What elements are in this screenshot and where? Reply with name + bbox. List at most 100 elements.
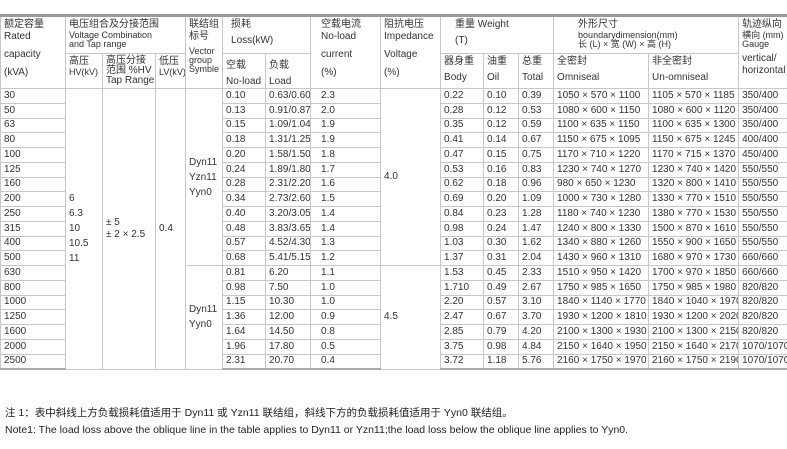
cell-gauge: 820/820 [738, 324, 787, 340]
table-row: 30 6 6.3 10 10.5 11 ± 5 ± 2 × 2.5 0.4 Dyn11 Yzn11 Y… [0, 88, 787, 370]
cell-lv: 0.4 [154, 88, 187, 370]
cell-noload-loss: 0.81 [222, 265, 267, 281]
cell-line: Dyn11 [189, 304, 218, 316]
cell-noload-loss: 1.64 [222, 324, 267, 340]
cell-oil-weight: 0.18 [483, 176, 520, 193]
cell-omniseal-dimension: 1340 × 880 × 1260 [553, 235, 650, 252]
cell-gauge: 350/400 [738, 102, 787, 119]
cell-omniseal-dimension: 1240 × 800 × 1330 [553, 220, 650, 237]
cell-unomniseal-dimension: 1700 × 970 × 1850 [648, 265, 740, 281]
cell-total-weight: 1.28 [518, 206, 555, 222]
cell-body-weight: 0.53 [440, 161, 485, 178]
cell-gauge: 820/820 [738, 279, 787, 296]
cell-capacity: 1000 [0, 294, 66, 311]
cell-noload-current: 1.3 [310, 235, 382, 252]
cell-noload-loss: 0.40 [222, 206, 267, 222]
cell-capacity: 125 [0, 161, 66, 178]
cell-gauge: 1070/1070 [738, 338, 787, 355]
cell-oil-weight: 0.12 [483, 102, 520, 119]
cell-capacity: 2500 [0, 353, 66, 371]
cell-noload-loss: 0.98 [222, 279, 267, 296]
cell-load-loss: 0.91/0.87 [265, 102, 312, 119]
cell-body-weight: 0.41 [440, 132, 485, 148]
cell-noload-loss: 0.48 [222, 220, 267, 237]
cell-load-loss: 7.50 [265, 279, 312, 296]
cell-total-weight: 0.39 [518, 88, 555, 104]
cell-noload-loss: 1.96 [222, 338, 267, 355]
note-chinese: 注 1：表中斜线上方负载损耗值适用于 Dyn11 或 Yzn11 联结组，斜线下… [5, 407, 513, 419]
cell-body-weight: 1.710 [440, 279, 485, 296]
cell-oil-weight: 0.16 [483, 161, 520, 178]
cell-oil-weight: 0.30 [483, 235, 520, 252]
header-hv: 高压 HV(kV) [65, 53, 103, 89]
cell-unomniseal-dimension: 1550 × 900 × 1650 [648, 235, 740, 252]
cell-noload-loss: 1.36 [222, 309, 267, 325]
cell-omniseal-dimension: 1150 × 675 × 1095 [553, 132, 650, 148]
cell-unomniseal-dimension: 1170 × 715 × 1370 [648, 147, 740, 163]
header-impedance: 阻抗电压 Impedance Voltage (%) [380, 14, 442, 89]
cell-noload-current: 1.0 [310, 294, 382, 311]
cell-oil-weight: 0.15 [483, 147, 520, 163]
cell-total-weight: 2.67 [518, 279, 555, 296]
cell-load-loss: 1.58/1.50 [265, 147, 312, 163]
cell-capacity: 630 [0, 265, 66, 281]
cell-unomniseal-dimension: 1750 × 985 × 1980 [648, 279, 740, 296]
cell-oil-weight: 0.67 [483, 309, 520, 325]
header-loss: 损耗 Loss(kW) [222, 14, 312, 54]
cell-oil-weight: 0.45 [483, 265, 520, 281]
table-row: 63 0.15 1.09/1.04 1.9 0.35 0.12 0.59 1100 × 635… [0, 117, 787, 134]
cell-gauge: 550/550 [738, 191, 787, 207]
cell-oil-weight: 0.79 [483, 324, 520, 340]
cell-noload-current: 1.6 [310, 176, 382, 193]
cell-load-loss: 1.31/1.25 [265, 132, 312, 148]
cell-load-loss: 14.50 [265, 324, 312, 340]
cell-noload-loss: 0.10 [222, 88, 267, 104]
note-english: Note1: The load loss above the oblique l… [5, 424, 629, 436]
cell-gauge: 450/400 [738, 147, 787, 163]
header-capacity: 额定容量 Rated capacity (kVA) [0, 14, 66, 89]
cell-omniseal-dimension: 1180 × 740 × 1230 [553, 206, 650, 222]
cell-capacity: 400 [0, 235, 66, 252]
cell-load-loss: 1.89/1.80 [265, 161, 312, 178]
header-load-loss: 负载 Load [265, 53, 312, 89]
cell-noload-loss: 0.57 [222, 235, 267, 252]
table-row: 2000 1.96 17.80 0.5 3.75 0.98 4.84 2150 × 1640 … [0, 338, 787, 355]
cell-load-loss: 2.31/2.20 [265, 176, 312, 193]
cell-load-loss: 12.00 [265, 309, 312, 325]
cell-unomniseal-dimension: 2160 × 1750 × 2190 [648, 353, 740, 371]
cell-line: Yyn0 [189, 186, 212, 198]
cell-noload-loss: 0.13 [222, 102, 267, 119]
cell-oil-weight: 0.12 [483, 117, 520, 134]
cell-body-weight: 0.28 [440, 102, 485, 119]
cell-noload-loss: 0.18 [222, 132, 267, 148]
cell-gauge: 550/550 [738, 220, 787, 237]
table-row: 50 0.13 0.91/0.87 2.0 0.28 0.12 0.53 1080 × 600… [0, 102, 787, 119]
cell-noload-current: 1.0 [310, 279, 382, 296]
cell-line: ± 5 [106, 216, 120, 228]
cell-total-weight: 3.70 [518, 309, 555, 325]
cell-body-weight: 2.85 [440, 324, 485, 340]
cell-load-loss: 6.20 [265, 265, 312, 281]
cell-noload-current: 1.4 [310, 220, 382, 237]
cell-total-weight: 0.96 [518, 176, 555, 193]
transformer-spec-table: 额定容量 Rated capacity (kVA) 电压组合及分接范围 Voltage … [0, 14, 787, 371]
cell-load-loss: 0.63/0.60 [265, 88, 312, 104]
cell-vector-group: Dyn11 Yyn0 [185, 265, 224, 370]
cell-gauge: 550/550 [738, 176, 787, 193]
cell-noload-loss: 0.34 [222, 191, 267, 207]
cell-capacity: 1600 [0, 324, 66, 340]
table-row: 400 0.57 4.52/4.30 1.3 1.03 0.30 1.62 1340 × 88… [0, 235, 787, 252]
cell-gauge: 660/660 [738, 250, 787, 266]
cell-load-loss: 2.73/2.60 [265, 191, 312, 207]
cell-line: 10.5 [69, 238, 89, 250]
cell-gauge: 400/400 [738, 132, 787, 148]
table-row: 250 0.40 3.20/3.05 1.4 0.84 0.23 1.28 1180 × 74… [0, 206, 787, 222]
cell-capacity: 315 [0, 220, 66, 237]
cell-noload-current: 1.8 [310, 147, 382, 163]
cell-body-weight: 1.37 [440, 250, 485, 266]
header-noload-current: 空载电流 No-load current (%) [310, 14, 382, 89]
cell-capacity: 160 [0, 176, 66, 193]
cell-omniseal-dimension: 1050 × 570 × 1100 [553, 88, 650, 104]
cell-noload-current: 1.9 [310, 132, 382, 148]
cell-line: 6.3 [69, 208, 83, 220]
